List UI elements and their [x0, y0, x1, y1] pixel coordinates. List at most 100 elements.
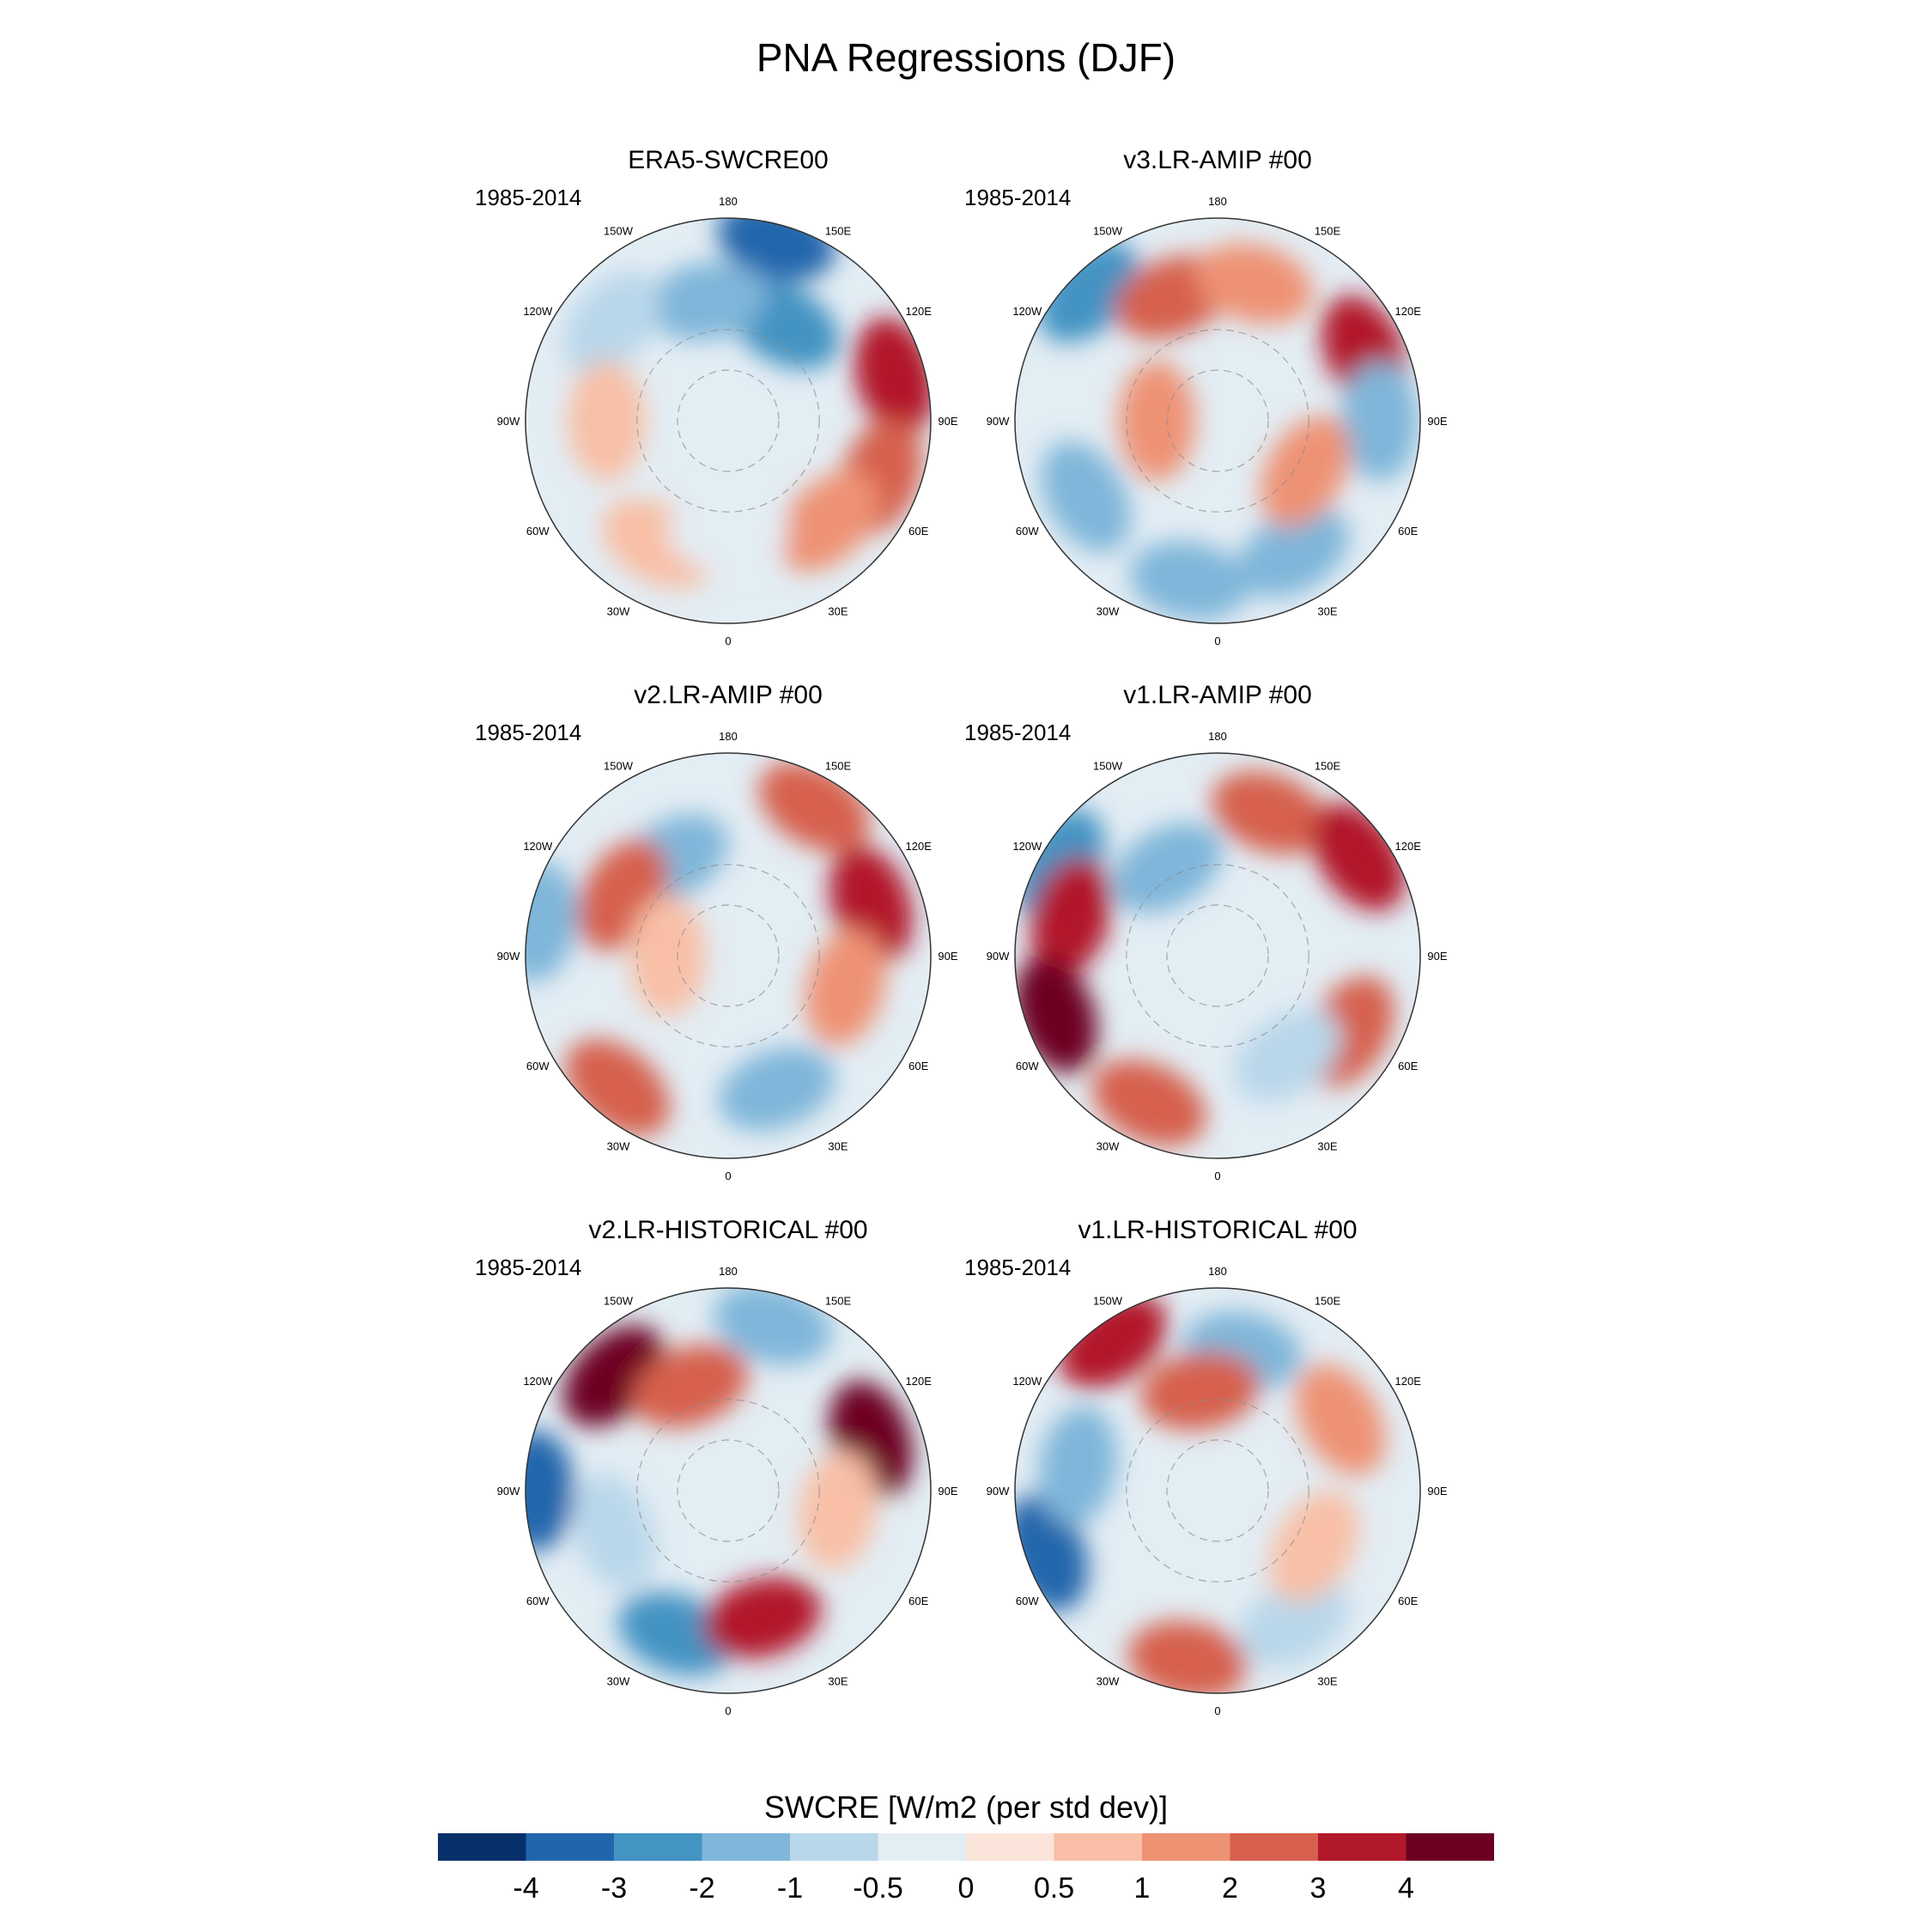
lon-label: 120W [1012, 840, 1042, 853]
colorbar-swatch [614, 1833, 702, 1861]
lon-label: 90E [938, 1485, 957, 1498]
colorbar-swatch [438, 1833, 526, 1861]
anomaly-region [668, 493, 788, 571]
lon-label: 120E [906, 1375, 933, 1388]
lon-label: 120E [906, 840, 933, 853]
coastline [1166, 1439, 1269, 1542]
coastline [1126, 864, 1309, 1048]
lon-label: 60W [526, 1595, 550, 1607]
panel-title: v2.LR-AMIP #00 [634, 681, 823, 709]
colorbar-swatch [878, 1833, 967, 1861]
polar-map: 180 150E 120E 90E 60E 30E 0 30W 60W 90W 120W 150W [497, 195, 958, 647]
lon-label: 90E [938, 415, 957, 428]
coastline [1126, 1399, 1309, 1583]
lon-label: 150W [604, 224, 634, 237]
anomaly-region [617, 1591, 735, 1675]
panel-period: 1985-2014 [475, 1255, 582, 1280]
anomaly-region [1140, 1351, 1260, 1431]
panel-title: v2.LR-HISTORICAL #00 [588, 1216, 868, 1244]
lon-label: 150W [604, 759, 634, 772]
anomaly-region [777, 470, 879, 572]
anomaly-region [1111, 823, 1223, 914]
lon-label: 30W [1097, 1675, 1120, 1688]
lon-label: 120W [523, 840, 553, 853]
coastline [677, 1439, 780, 1542]
lon-label: 120W [523, 305, 553, 318]
panel-v2-historical: v2.LR-HISTORICAL #00 1985-2014 180 150E 12… [436, 1216, 1020, 1731]
lon-label: 90E [938, 950, 957, 963]
lon-label: 180 [719, 730, 738, 743]
anomaly-region [1260, 416, 1351, 527]
lon-label: 150W [604, 1294, 634, 1307]
colorbar-tick-label: 2 [1222, 1872, 1238, 1905]
colorbar-tick-label: 4 [1398, 1872, 1414, 1905]
lon-label: 90W [987, 1485, 1010, 1498]
lon-label: 180 [1208, 1265, 1227, 1278]
panel-v3-amip: v3.LR-AMIP #00 1985-2014 180 150E 120E 90E 6… [926, 146, 1510, 661]
lon-label: 60W [1016, 1060, 1039, 1072]
polar-map: 180 150E 120E 90E 60E 30E 0 30W 60W 90W 120W 150W [987, 730, 1448, 1182]
coastline [677, 369, 780, 472]
colorbar-tick-label: -2 [689, 1872, 715, 1905]
colorbar-tick-label: -4 [513, 1872, 539, 1905]
polar-map: 180 150E 120E 90E 60E 30E 0 30W 60W 90W 120W 150W [497, 730, 958, 1182]
lon-label: 150E [1315, 224, 1341, 237]
lon-label: 30E [1317, 1140, 1337, 1153]
lon-label: 0 [725, 1170, 731, 1182]
anomaly-region [1237, 507, 1350, 598]
anomaly-region [1118, 361, 1196, 481]
coastline [636, 329, 820, 513]
anomaly-region [629, 896, 707, 1016]
lon-label: 60E [1398, 525, 1418, 538]
colorbar-title: SWCRE [W/m2 (per std dev)] [763, 1789, 1169, 1825]
colorbar-tick-label: 1 [1133, 1872, 1151, 1905]
panel-title: v3.LR-AMIP #00 [1123, 146, 1312, 174]
polar-map: 180 150E 120E 90E 60E 30E 0 30W 60W 90W 120W 150W [987, 1265, 1448, 1717]
coastline [1126, 329, 1309, 513]
anomaly-region [572, 1473, 656, 1590]
lon-label: 60W [1016, 525, 1039, 538]
anomaly-region [647, 261, 767, 341]
colorbar-tick-label: -1 [776, 1872, 804, 1905]
anomaly-region [1195, 243, 1314, 325]
lon-label: 30E [1317, 1675, 1337, 1688]
anomaly-region [854, 317, 931, 435]
map-border [525, 217, 932, 624]
anomaly-region [568, 361, 646, 481]
lon-label: 0 [1214, 635, 1220, 647]
colorbar-swatch [1318, 1833, 1406, 1861]
lon-label: 150E [825, 1294, 852, 1307]
lon-label: 120E [1395, 305, 1422, 318]
anomaly-region [805, 928, 886, 1047]
coastline [636, 864, 820, 1048]
anomaly-region [1295, 1364, 1386, 1476]
panel-period: 1985-2014 [475, 720, 582, 745]
colorbar-swatch [966, 1833, 1054, 1861]
coastline [636, 1399, 820, 1583]
anomaly-region [1237, 1577, 1350, 1668]
lon-label: 90W [497, 1485, 520, 1498]
lon-label: 30W [607, 1675, 630, 1688]
anomaly-region [703, 1577, 822, 1659]
anomaly-region [526, 1431, 574, 1551]
anomaly-region [1269, 1491, 1359, 1602]
lon-label: 180 [719, 1265, 738, 1278]
lon-label: 0 [1214, 1170, 1220, 1182]
lon-label: 120W [1012, 1375, 1042, 1388]
anomaly-region [718, 1047, 835, 1131]
panel-v1-amip: v1.LR-AMIP #00 1985-2014 180 150E 120E 90E 6… [926, 681, 1510, 1196]
lon-label: 180 [1208, 195, 1227, 208]
lon-label: 150W [1093, 224, 1123, 237]
lon-label: 60E [1398, 1060, 1418, 1072]
lon-label: 120W [1012, 305, 1042, 318]
colorbar-tick-label: -0.5 [853, 1872, 903, 1905]
panel-v1-historical: v1.LR-HISTORICAL #00 1985-2014 180 150E 12… [926, 1216, 1510, 1731]
lon-label: 150W [1093, 1294, 1123, 1307]
coastline [1166, 904, 1269, 1007]
map-border [1014, 752, 1421, 1159]
colorbar-swatch [702, 1833, 791, 1861]
panel-period: 1985-2014 [964, 1255, 1072, 1280]
lon-label: 60E [908, 525, 928, 538]
lon-label: 120E [906, 305, 933, 318]
colorbar-swatch [1142, 1833, 1230, 1861]
